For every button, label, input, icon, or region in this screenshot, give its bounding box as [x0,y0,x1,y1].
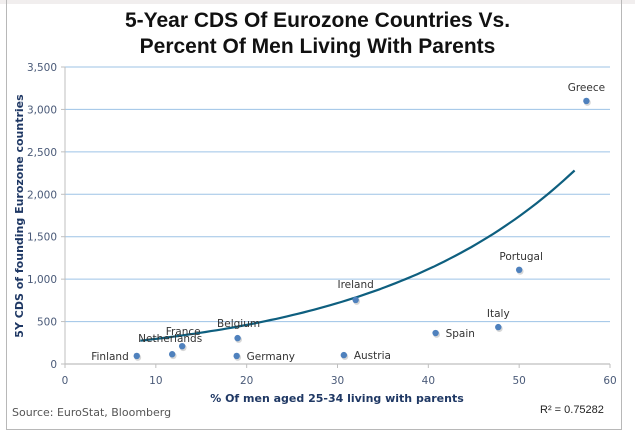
x-tick-label: 10 [149,375,162,387]
y-tick-label: 2,500 [27,147,57,159]
data-label: Austria [354,350,391,362]
data-point [495,323,502,331]
data-point [133,352,140,360]
chart-title-line1: 5-Year CDS Of Eurozone Countries Vs. [124,9,511,32]
y-tick-label: 3,000 [27,104,57,116]
data-point [583,97,590,105]
data-point [432,329,439,337]
y-tick-label: 500 [37,317,57,329]
data-label: Portugal [499,251,543,263]
y-tick-label: 2,000 [27,189,57,201]
x-tick-label: 30 [331,375,344,387]
data-point [168,351,176,358]
chart-title: 5-Year CDS Of Eurozone Countries Vs. Per… [0,8,635,60]
data-label: Germany [247,351,295,363]
source-note: Source: EuroStat, Bloomberg [12,406,172,419]
data-label: Belgium [217,318,260,330]
y-tick-label: 1,500 [27,232,57,244]
chart-frame [6,0,622,430]
data-point [515,266,523,274]
data-point [340,351,348,359]
x-tick-label: 40 [422,375,435,387]
trendline [140,169,576,342]
data-label: Netherlands [138,333,202,345]
top-strip [0,0,635,4]
x-axis-title: % Of men aged 25-34 living with parents [210,392,464,405]
y-tick-label: 1,000 [27,274,57,286]
data-point [352,296,359,304]
x-tick-label: 60 [603,375,616,387]
data-label: Italy [487,308,510,320]
data-label: Finland [91,351,129,363]
data-label: Ireland [338,279,374,291]
y-tick-label: 0 [50,359,57,371]
y-axis-title: 5Y CDS of founding Eurozone countries [13,94,26,338]
y-tick-label: 3,500 [27,62,57,74]
data-point [233,352,240,360]
data-point [178,342,186,350]
data-label: Spain [446,328,475,340]
x-tick-label: 50 [512,375,525,387]
data-point [234,334,241,342]
data-label: France [166,326,201,338]
r-squared-label: R² = 0.75282 [540,404,604,416]
data-label: Greece [568,82,605,94]
chart-title-line2: Percent Of Men Living With Parents [139,35,496,58]
x-tick-label: 20 [240,375,253,387]
x-tick-label: 0 [62,375,69,387]
